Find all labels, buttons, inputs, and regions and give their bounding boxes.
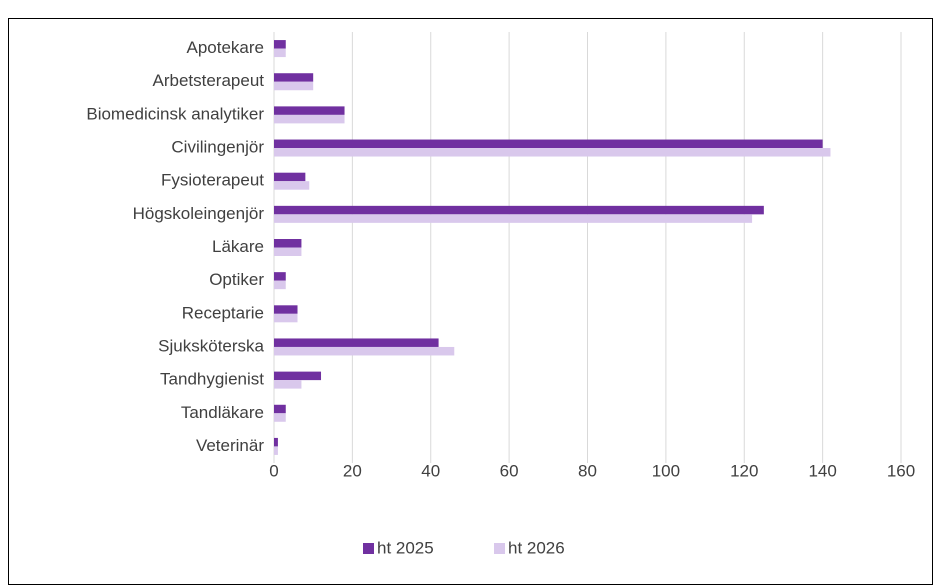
bar [274,106,345,115]
y-tick-label: Högskoleingenjör [133,204,265,223]
bar [274,305,298,314]
legend-swatch [363,543,374,554]
bar [274,214,753,223]
x-tick-label: 40 [421,461,440,480]
x-tick-label: 80 [578,461,597,480]
bar [274,81,314,91]
bar [274,346,455,356]
y-tick-label: Receptarie [182,303,264,322]
chart-frame [8,18,933,585]
y-tick-label: Läkare [212,237,264,256]
bar [274,380,302,389]
bar [274,338,439,347]
x-tick-label: 100 [652,461,680,480]
legend-label: ht 2026 [508,538,565,557]
bar [274,172,306,182]
y-tick-label: Fysioterapeut [161,171,264,190]
x-tick-label: 20 [343,461,362,480]
bar [274,437,278,447]
x-tick-label: 0 [269,461,278,480]
bar [274,40,286,49]
bar [274,139,823,149]
bar [274,48,286,58]
bar [274,404,286,414]
y-tick-label: Tandläkare [181,403,264,422]
bar [274,413,286,422]
bar [274,371,322,381]
bar [274,73,314,82]
y-tick-label: Apotekare [187,38,265,57]
y-tick-label: Veterinär [196,436,264,455]
x-tick-label: 160 [887,461,915,480]
x-tick-label: 60 [500,461,519,480]
bar [274,181,310,190]
bar [274,272,286,281]
y-tick-label: Civilingenjör [171,138,264,157]
x-tick-label: 120 [730,461,758,480]
bar [274,280,286,290]
bar [274,148,831,157]
y-tick-label: Optiker [209,270,264,289]
legend-swatch [494,543,505,554]
y-tick-label: Biomedicinsk analytiker [86,104,264,123]
bar [274,114,345,124]
legend-label: ht 2025 [377,538,434,557]
y-tick-label: Tandhygienist [160,370,264,389]
bar [274,205,764,215]
y-tick-label: Arbetsterapeut [152,71,264,90]
bar [274,239,302,248]
y-tick-label: Sjuksköterska [158,336,264,355]
bar [274,247,302,256]
bar [274,313,298,323]
bar [274,446,278,455]
x-tick-label: 140 [808,461,836,480]
